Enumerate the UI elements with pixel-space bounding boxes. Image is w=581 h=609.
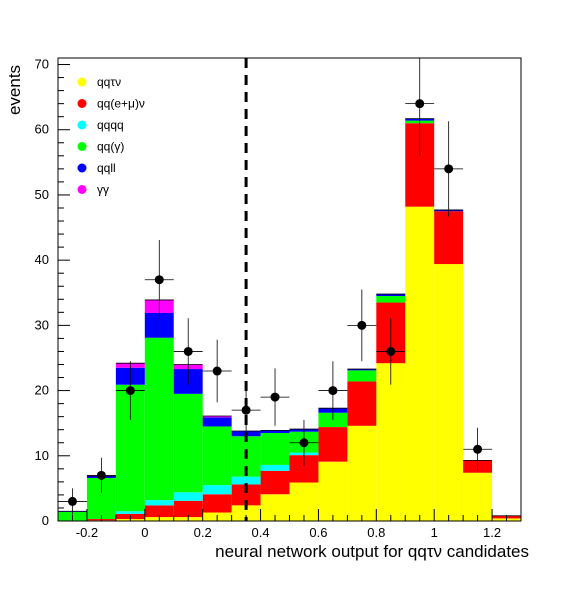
legend-marker xyxy=(77,99,87,108)
y-tick-label: 70 xyxy=(35,57,49,72)
y-tick-label: 60 xyxy=(35,122,49,137)
data-points xyxy=(58,58,493,515)
legend-label: qq(γ) xyxy=(97,140,124,154)
bar-segment xyxy=(347,370,377,382)
bar-segment xyxy=(318,461,348,521)
bar-segment xyxy=(376,363,406,521)
data-point xyxy=(270,392,280,402)
bar-segment xyxy=(115,511,145,514)
stacked-bars xyxy=(58,118,521,521)
bar-segment xyxy=(202,416,232,418)
y-tick-label: 30 xyxy=(35,317,49,332)
bar-segment xyxy=(144,500,174,506)
legend-label: qqτν xyxy=(97,75,121,89)
data-point xyxy=(212,366,222,376)
legend: qqτν qq(e+μ)ν qqqq qq(γ) qqll γγ xyxy=(77,75,145,197)
legend-label: qqqq xyxy=(97,118,124,132)
data-point xyxy=(444,164,454,174)
x-tick-label: 0 xyxy=(141,525,148,540)
bar-segment xyxy=(463,472,493,521)
data-point xyxy=(96,470,106,480)
legend-marker xyxy=(77,185,87,194)
bar-segment xyxy=(202,494,232,513)
bar-segment xyxy=(260,430,290,433)
legend-marker xyxy=(77,77,87,87)
y-axis-title: events xyxy=(5,65,24,115)
y-tick-label: 0 xyxy=(42,513,49,528)
data-point xyxy=(357,320,367,330)
bar-segment xyxy=(260,464,290,471)
bar-segment xyxy=(405,206,435,521)
bar-segment xyxy=(202,485,232,495)
y-tick-label: 50 xyxy=(35,187,49,202)
data-point xyxy=(386,346,396,356)
data-point xyxy=(473,444,483,454)
y-tick-label: 40 xyxy=(35,252,49,267)
x-tick-label: 1 xyxy=(431,525,438,540)
legend-label: qq(e+μ)ν xyxy=(97,97,145,111)
legend-label: γγ xyxy=(97,183,109,197)
bar-segment xyxy=(289,482,319,521)
x-tick-label: 1.2 xyxy=(483,525,501,540)
legend-marker xyxy=(77,142,87,151)
data-point xyxy=(299,438,309,448)
legend-marker xyxy=(77,120,87,130)
bar-segment xyxy=(173,500,203,518)
y-tick-label: 20 xyxy=(35,383,49,398)
bar-segment xyxy=(202,417,232,427)
bar-segment xyxy=(434,211,464,265)
bar-segment xyxy=(260,470,290,495)
y-tick-label: 10 xyxy=(35,448,49,463)
bar-segment xyxy=(376,294,406,297)
data-point xyxy=(241,405,251,415)
bar-segment xyxy=(173,393,203,493)
bar-segment xyxy=(347,381,377,426)
data-point xyxy=(183,346,193,356)
bar-segment xyxy=(231,484,261,506)
bar-segment xyxy=(144,337,174,501)
x-axis-title: neural network output for qqτν candidate… xyxy=(215,542,529,561)
data-point xyxy=(328,386,338,396)
axis-ticks: -0.2 0 0.2 0.4 0.6 0.8 1 1.2 0 10 20 30 40 50 60 70 xyxy=(35,57,522,540)
bar-segment xyxy=(318,427,348,462)
bar-segment xyxy=(231,505,261,521)
bar-segment xyxy=(376,296,406,303)
bar-segment xyxy=(173,492,203,501)
x-tick-label: 0.2 xyxy=(194,525,212,540)
bar-segment xyxy=(434,264,464,521)
bar-segment xyxy=(347,425,377,521)
bar-segment xyxy=(144,505,174,518)
data-point xyxy=(125,386,135,396)
legend-marker xyxy=(77,163,87,173)
data-point xyxy=(67,496,77,506)
bar-segment xyxy=(202,426,232,486)
x-tick-label: 0.6 xyxy=(309,525,327,540)
bar-segment xyxy=(231,476,261,485)
bar-segment xyxy=(347,369,377,371)
legend-label: qqll xyxy=(97,161,116,175)
x-tick-label: 0.4 xyxy=(252,525,270,540)
x-tick-label: -0.2 xyxy=(76,525,98,540)
data-point xyxy=(154,275,164,285)
x-tick-label: 0.8 xyxy=(367,525,385,540)
bar-segment xyxy=(260,432,290,465)
data-point xyxy=(415,99,425,109)
